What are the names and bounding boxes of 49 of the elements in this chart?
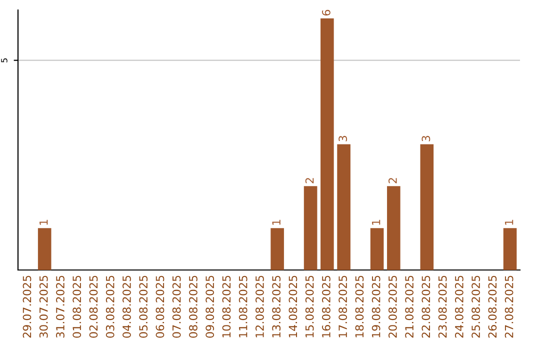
x-tick-label: 16.08.2025 [322,276,330,338]
bar [420,144,434,270]
x-tick-label: 31.07.2025 [56,276,64,338]
x-tick-label: 14.08.2025 [288,276,298,338]
x-tick-label: 15.08.2025 [305,276,314,338]
bar [304,186,318,270]
data-label: 1 [272,220,280,225]
x-tick-label: 27.08.2025 [504,276,514,338]
data-label: 1 [504,220,514,225]
x-tick-label: 24.08.2025 [454,276,464,338]
bar [320,18,334,270]
bar [337,144,350,270]
x-tick-label: 26.08.2025 [488,276,497,338]
bar [38,228,52,270]
x-tick-label: 29.07.2025 [22,276,32,338]
x-tick-label: 23.08.2025 [438,276,447,338]
x-tick-label: 05.08.2025 [139,276,148,338]
bar [270,228,284,270]
x-tick-label: 25.08.2025 [472,276,480,338]
data-label: 1 [372,220,380,225]
x-tick-label: 30.07.2025 [39,276,48,338]
y-tick-label: 5 [1,58,8,62]
bar [370,228,384,270]
bar [503,228,517,270]
data-label: 2 [388,178,397,184]
x-tick-label: 03.08.2025 [106,276,114,338]
x-tick-label: 17.08.2025 [338,276,348,338]
data-label: 3 [422,136,430,142]
x-tick-label: 10.08.2025 [222,276,231,338]
x-tick-label: 22.08.2025 [422,276,430,338]
data-label: 2 [305,178,314,184]
x-tick-label: 08.08.2025 [189,276,198,338]
x-tick-label: 06.08.2025 [156,276,164,338]
x-tick-label: 02.08.2025 [89,276,98,338]
x-tick-label: 20.08.2025 [388,276,397,338]
x-tick-label: 13.08.2025 [272,276,281,338]
x-tick-label: 19.08.2025 [372,276,380,338]
x-tick-label: 07.08.2025 [172,276,181,338]
data-label: 3 [338,136,348,142]
x-tick-label: 18.08.2025 [355,276,364,338]
data-label: 6 [322,10,330,16]
x-tick-label: 12.08.2025 [256,276,264,338]
x-tick-label: 21.08.2025 [405,276,414,338]
x-tick-label: 09.08.2025 [206,276,214,338]
x-tick-label: 01.08.2025 [72,276,82,338]
bar [387,186,400,270]
x-tick-label: 04.08.2025 [122,276,131,338]
data-label: 1 [40,220,48,225]
x-tick-label: 11.08.2025 [238,276,248,338]
